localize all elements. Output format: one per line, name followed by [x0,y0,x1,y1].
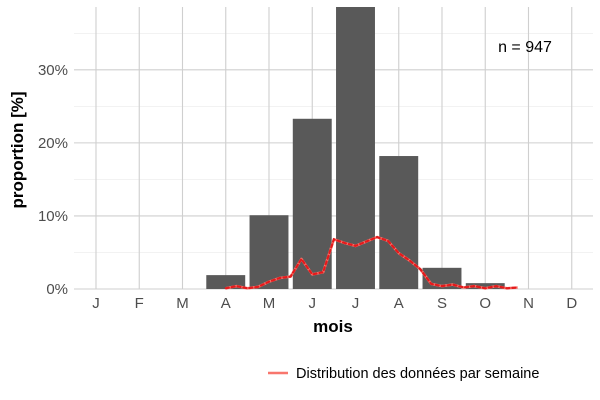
x-tick-label: J [92,295,100,312]
y-tick-label: 0% [46,281,68,298]
x-tick-label: J [352,295,360,312]
x-tick-label: A [394,295,404,312]
x-tick-label: J [309,295,317,312]
bar [465,283,505,289]
y-tick-label: 20% [38,135,68,152]
overlay-line-dots [224,235,519,290]
sample-size-annotation: n = 947 [498,39,552,56]
x-axis-title: mois [313,317,353,336]
bar [379,156,419,289]
y-tick-label: 30% [38,62,68,79]
x-tick-label: M [263,295,276,312]
x-tick-label: F [135,295,144,312]
legend: Distribution des données par semaine [268,366,539,382]
legend-label: Distribution des données par semaine [296,366,539,382]
x-tick-label: O [479,295,491,312]
x-tick-label: N [523,295,534,312]
y-tick-labels: 0% 10% 20% 30% [38,62,68,298]
weekly-distribution-line [224,235,519,290]
y-tick-label: 10% [38,208,68,225]
x-tick-label: D [566,295,577,312]
x-tick-label: M [176,295,189,312]
x-tick-label: A [221,295,231,312]
x-tick-label: S [437,295,447,312]
y-axis-title: proportion [%] [8,91,27,208]
